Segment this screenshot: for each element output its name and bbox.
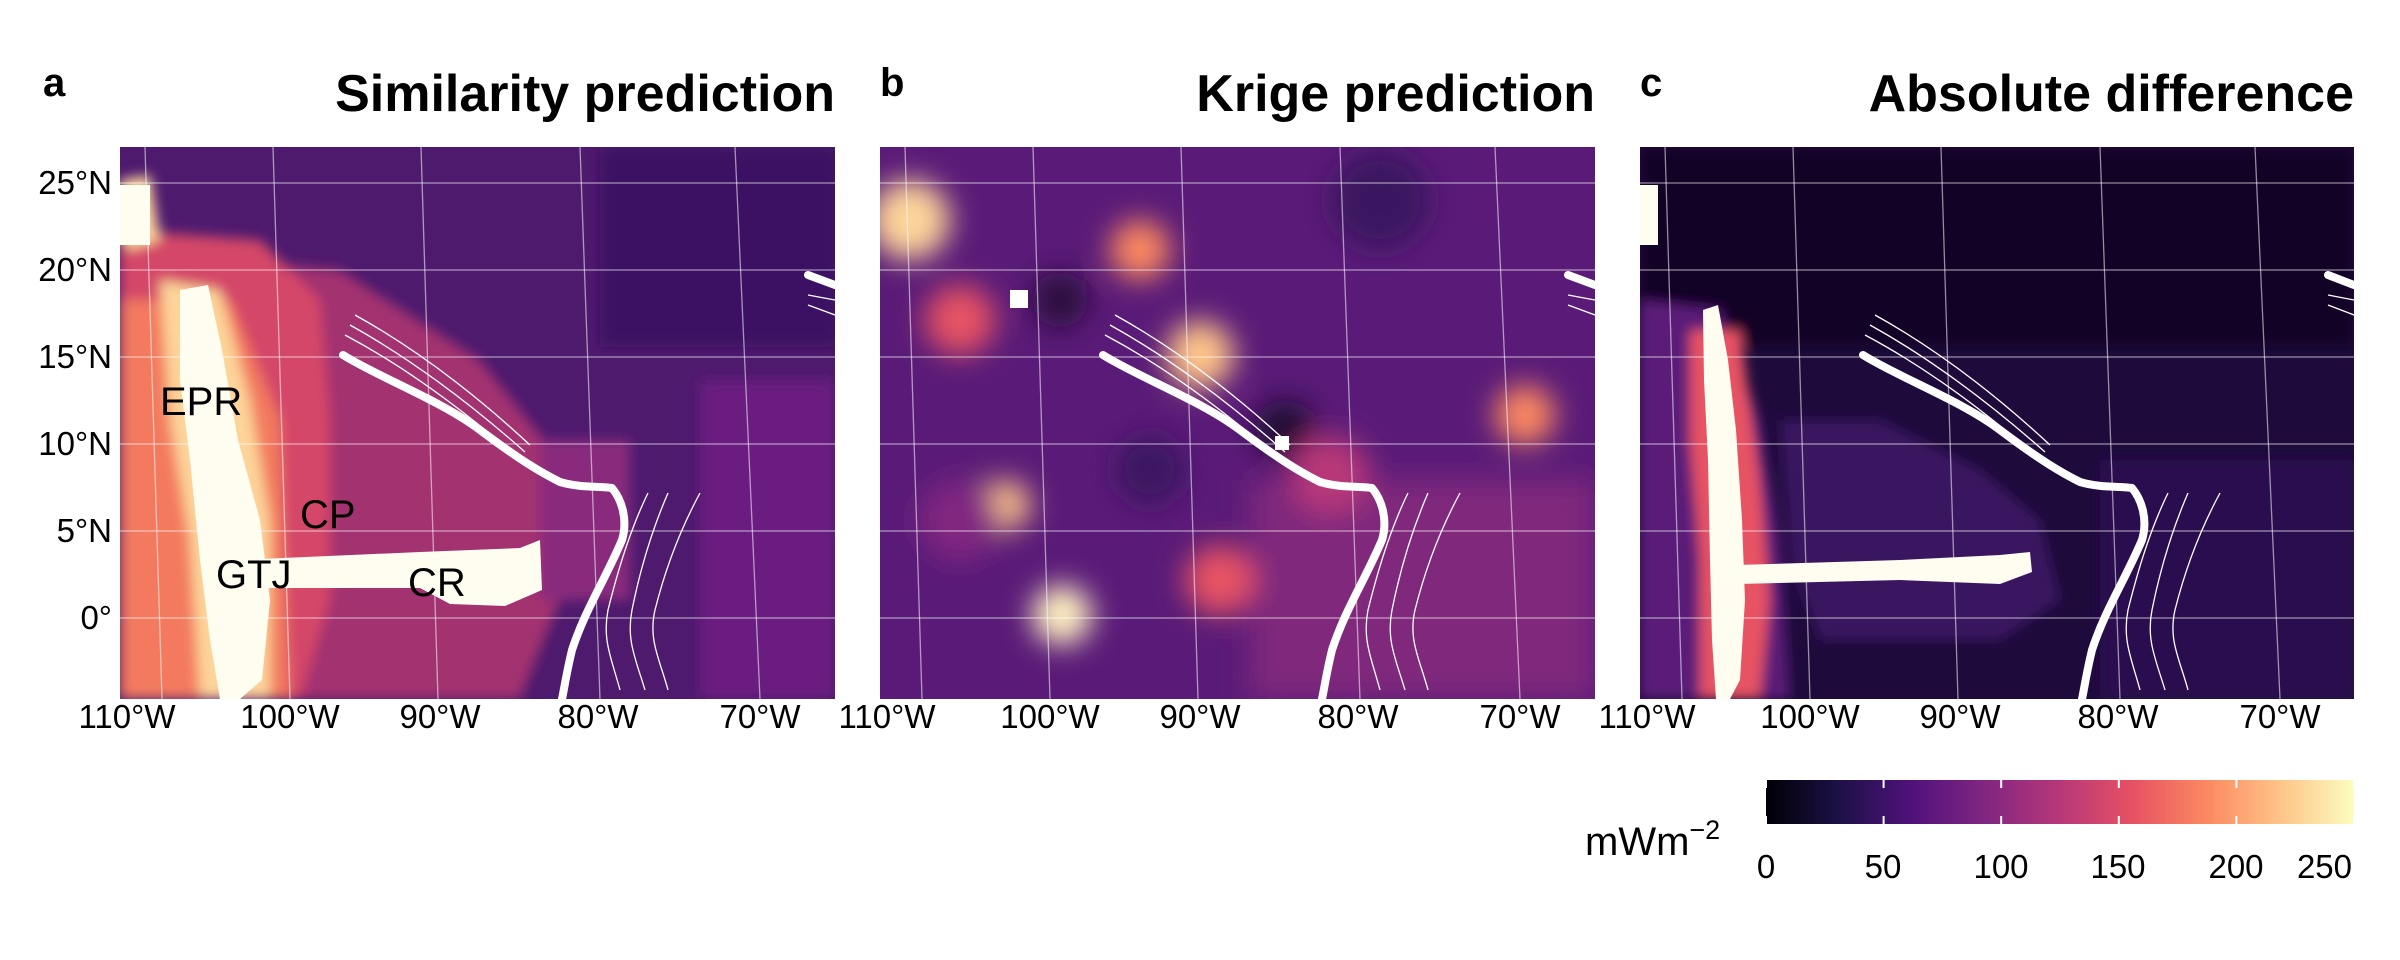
colorbar-tick-label: 200 bbox=[2208, 848, 2263, 885]
lon-axis: 110°W 100°W 90°W 80°W 70°W bbox=[839, 698, 1562, 735]
ridge-highlight bbox=[120, 185, 542, 699]
lat-tick: 15°N bbox=[38, 338, 112, 375]
lon-tick: 90°W bbox=[1919, 698, 2001, 735]
panel-b: b Krige prediction bbox=[839, 61, 1595, 735]
lat-tick: 10°N bbox=[38, 425, 112, 462]
lon-tick: 110°W bbox=[79, 698, 177, 735]
lon-axis: 110°W 100°W 90°W 80°W 70°W bbox=[79, 698, 802, 735]
ridge-highlight bbox=[1640, 185, 2032, 699]
panel-title: Similarity prediction bbox=[335, 65, 835, 123]
feature-label: CR bbox=[408, 561, 466, 605]
lat-tick: 25°N bbox=[38, 164, 112, 201]
colorbar-tick-label: 150 bbox=[2090, 848, 2145, 885]
lon-tick: 80°W bbox=[1317, 698, 1399, 735]
lon-tick: 70°W bbox=[719, 698, 801, 735]
lat-tick: 5°N bbox=[57, 512, 112, 549]
lon-tick: 100°W bbox=[240, 698, 340, 735]
feature-label: GTJ bbox=[216, 553, 292, 597]
lon-tick: 70°W bbox=[2239, 698, 2321, 735]
data-gap bbox=[1010, 290, 1028, 308]
lat-tick: 20°N bbox=[38, 251, 112, 288]
panel-c: c Absolute difference bbox=[1599, 61, 2354, 735]
panel-label: a bbox=[43, 61, 66, 105]
panel-label: c bbox=[1640, 61, 1662, 105]
colorbar-tick-label: 0 bbox=[1757, 848, 1775, 885]
colorbar-unit: mWm−2 bbox=[1585, 815, 1720, 864]
trench-lines bbox=[344, 294, 835, 691]
colorbar-ticks bbox=[1765, 780, 2355, 824]
panel-title: Absolute difference bbox=[1869, 65, 2354, 123]
map-a bbox=[120, 147, 835, 699]
graticule bbox=[880, 147, 1595, 699]
lon-tick: 70°W bbox=[1479, 698, 1561, 735]
colorbar: mWm−2 0 50 100 150 200 250 bbox=[1585, 780, 2355, 885]
lon-tick: 100°W bbox=[1760, 698, 1860, 735]
lon-tick: 110°W bbox=[1599, 698, 1697, 735]
coastline bbox=[339, 271, 835, 699]
heat-field bbox=[880, 150, 1595, 699]
lon-tick: 80°W bbox=[557, 698, 639, 735]
panel-title: Krige prediction bbox=[1196, 65, 1595, 123]
panel-a: a Similarity prediction bbox=[38, 61, 835, 735]
lon-tick: 80°W bbox=[2077, 698, 2159, 735]
colorbar-tick-label: 100 bbox=[1973, 848, 2028, 885]
colorbar-tick-label: 250 bbox=[2297, 848, 2352, 885]
trench-lines bbox=[1864, 294, 2354, 691]
lon-tick: 90°W bbox=[1159, 698, 1241, 735]
lat-axis: 25°N 20°N 15°N 10°N 5°N 0° bbox=[38, 164, 112, 636]
lat-tick: 0° bbox=[80, 599, 112, 636]
graticule bbox=[120, 147, 835, 699]
trench-lines bbox=[1104, 294, 1595, 691]
colorbar-unit-base: mWm bbox=[1585, 820, 1689, 864]
feature-label: EPR bbox=[160, 380, 242, 424]
colorbar-tick-label: 50 bbox=[1865, 848, 1902, 885]
lon-tick: 100°W bbox=[1000, 698, 1100, 735]
colorbar-gradient bbox=[1766, 780, 2354, 824]
map-b bbox=[880, 147, 1595, 699]
coastline bbox=[1099, 271, 1595, 699]
lon-axis: 110°W 100°W 90°W 80°W 70°W bbox=[1599, 698, 2322, 735]
coastline bbox=[1859, 271, 2354, 699]
lon-tick: 110°W bbox=[839, 698, 937, 735]
map-c bbox=[1640, 147, 2354, 699]
panel-label: b bbox=[880, 61, 904, 105]
graticule bbox=[1640, 147, 2354, 699]
colorbar-unit-exponent: −2 bbox=[1689, 815, 1720, 845]
lon-tick: 90°W bbox=[399, 698, 481, 735]
feature-label: CP bbox=[300, 493, 356, 537]
